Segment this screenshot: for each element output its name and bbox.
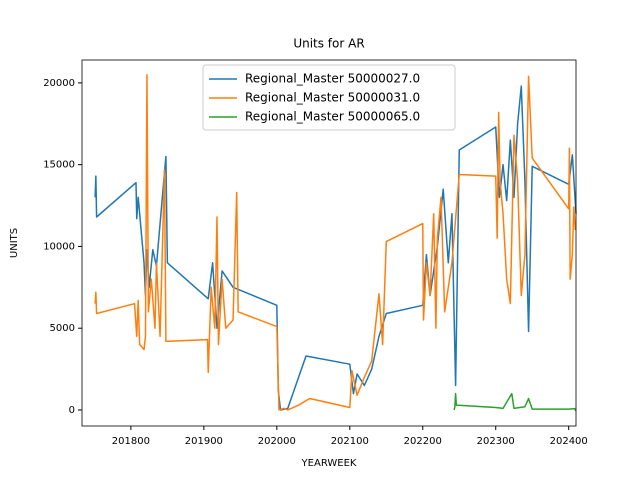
y-tick-label: 15000 [43, 160, 75, 171]
x-axis-label: YEARWEEK [301, 458, 357, 469]
y-tick-label: 10000 [43, 241, 75, 252]
x-tick-label: 202000 [258, 436, 296, 447]
y-tick-label: 0 [69, 405, 75, 416]
y-tick-label: 5000 [50, 323, 75, 334]
x-tick-label: 202400 [550, 436, 588, 447]
x-tick-label: 201800 [112, 436, 150, 447]
y-axis-label: UNITS [9, 228, 20, 258]
legend-label: Regional_Master 50000027.0 [245, 72, 420, 86]
x-tick-label: 202100 [331, 436, 369, 447]
legend-label: Regional_Master 50000065.0 [245, 110, 420, 124]
x-tick-label: 202200 [404, 436, 442, 447]
plot-frame [81, 59, 577, 427]
legend-box [202, 64, 456, 131]
chart-title: Units for AR [293, 37, 364, 51]
x-tick-label: 202300 [477, 436, 515, 447]
y-tick-label: 20000 [43, 78, 75, 89]
legend-label: Regional_Master 50000031.0 [245, 91, 420, 105]
series-line [453, 392, 577, 412]
x-tick-label: 201900 [185, 436, 223, 447]
series-line [94, 73, 577, 411]
